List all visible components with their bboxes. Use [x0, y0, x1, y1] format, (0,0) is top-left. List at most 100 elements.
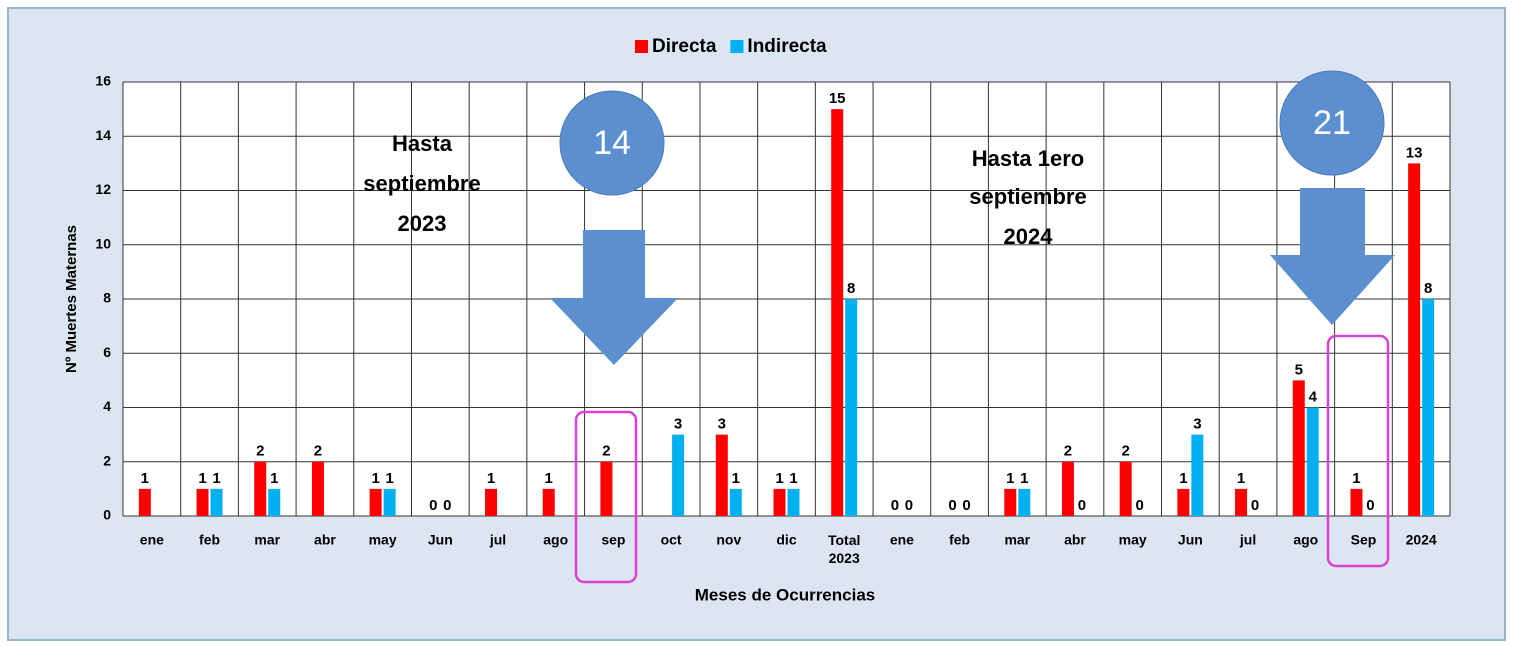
data-label: 1 — [487, 470, 495, 487]
data-label: 1 — [789, 470, 797, 487]
y-tick-label: 12 — [95, 181, 111, 197]
bar — [485, 488, 498, 516]
x-tick-label: Total 2023 — [828, 532, 860, 566]
x-tick-label: ene — [890, 532, 914, 548]
bar — [1018, 488, 1031, 516]
y-tick-label: 14 — [95, 127, 111, 143]
data-label: 1 — [545, 470, 553, 487]
bar — [672, 434, 685, 516]
y-tick-label: 4 — [103, 398, 111, 414]
data-label: 1 — [1006, 470, 1014, 487]
bar — [729, 488, 742, 516]
x-tick-label: feb — [199, 532, 220, 548]
bar — [196, 488, 209, 516]
y-axis-label: Nº Muertes Maternas — [63, 225, 80, 373]
data-label: 0 — [905, 497, 913, 514]
x-tick-label: 2024 — [1406, 532, 1437, 548]
x-tick-label: feb — [949, 532, 970, 548]
data-label: 0 — [1366, 497, 1374, 514]
bar — [268, 488, 281, 516]
legend-swatch — [730, 40, 744, 53]
x-tick-label: abr — [314, 532, 336, 548]
bar — [1422, 299, 1435, 516]
x-tick-label: Jun — [1178, 532, 1203, 548]
data-label: 1 — [141, 470, 149, 487]
annotation-circle — [559, 90, 665, 196]
bar — [1235, 488, 1248, 516]
x-tick-label: may — [369, 532, 397, 548]
data-label: 1 — [732, 470, 740, 487]
y-tick-label: 2 — [103, 452, 111, 468]
arrow — [1270, 188, 1395, 325]
bar — [773, 488, 786, 516]
bar — [1408, 163, 1421, 516]
circle-label: 21 — [1313, 104, 1351, 142]
bar — [1177, 488, 1190, 516]
highlight-box — [1326, 334, 1390, 568]
data-label: 1 — [775, 470, 783, 487]
data-label: 5 — [1295, 361, 1303, 378]
annotation: Hasta 1ero — [972, 146, 1085, 171]
bar — [210, 488, 223, 516]
data-label: 8 — [1424, 280, 1432, 297]
x-tick-label: nov — [716, 532, 741, 548]
y-tick-label: 16 — [95, 73, 111, 89]
data-label: 1 — [1352, 470, 1360, 487]
data-label: 3 — [1193, 416, 1201, 433]
x-tick-label: dic — [776, 532, 796, 548]
y-tick-label: 8 — [103, 290, 111, 306]
x-tick-label: mar — [254, 532, 280, 548]
data-label: 2 — [256, 443, 264, 460]
data-label: 0 — [429, 497, 437, 514]
data-label: 1 — [1237, 470, 1245, 487]
bar — [369, 488, 382, 516]
annotation: 2023 — [398, 211, 447, 236]
x-tick-label: sep — [601, 532, 625, 548]
highlight-box — [574, 410, 638, 584]
y-tick-label: 10 — [95, 235, 111, 251]
x-tick-label: Jun — [428, 532, 453, 548]
x-axis-label: Meses de Ocurrencias — [695, 585, 875, 604]
arrow — [550, 230, 678, 365]
data-label: 8 — [847, 280, 855, 297]
data-label: 1 — [270, 470, 278, 487]
bar — [1191, 434, 1204, 516]
legend-label: Indirecta — [747, 36, 827, 57]
data-label: 1 — [385, 470, 393, 487]
bar — [1306, 407, 1319, 516]
bar — [1350, 488, 1363, 516]
data-label: 2 — [1064, 443, 1072, 460]
bar — [138, 488, 151, 516]
bar — [1292, 380, 1305, 516]
circle-label: 14 — [593, 124, 631, 162]
bar — [1061, 461, 1074, 516]
x-tick-label: ago — [543, 532, 568, 548]
data-label: 3 — [718, 416, 726, 433]
x-tick-label: may — [1119, 532, 1147, 548]
bar — [311, 461, 324, 516]
legend-swatch — [635, 40, 648, 53]
data-label: 15 — [829, 90, 846, 107]
bar — [383, 488, 396, 516]
data-label: 1 — [1179, 470, 1187, 487]
bar — [831, 109, 844, 516]
data-label: 0 — [443, 497, 451, 514]
annotation: 2024 — [1004, 224, 1054, 249]
bar — [787, 488, 800, 516]
annotation-circle — [1279, 70, 1385, 176]
bar — [1119, 461, 1132, 516]
data-label: 0 — [891, 497, 899, 514]
x-tick-label: jul — [1239, 532, 1256, 548]
bar — [715, 434, 728, 516]
data-label: 3 — [674, 416, 682, 433]
annotation: septiembre — [969, 184, 1086, 209]
x-tick-label: mar — [1004, 532, 1030, 548]
x-tick-label: ene — [140, 532, 164, 548]
data-label: 0 — [962, 497, 970, 514]
x-tick-label: oct — [661, 532, 682, 548]
annotation: Hasta — [392, 131, 453, 156]
data-label: 13 — [1406, 144, 1423, 161]
data-label: 0 — [1078, 497, 1086, 514]
bar — [845, 299, 858, 516]
